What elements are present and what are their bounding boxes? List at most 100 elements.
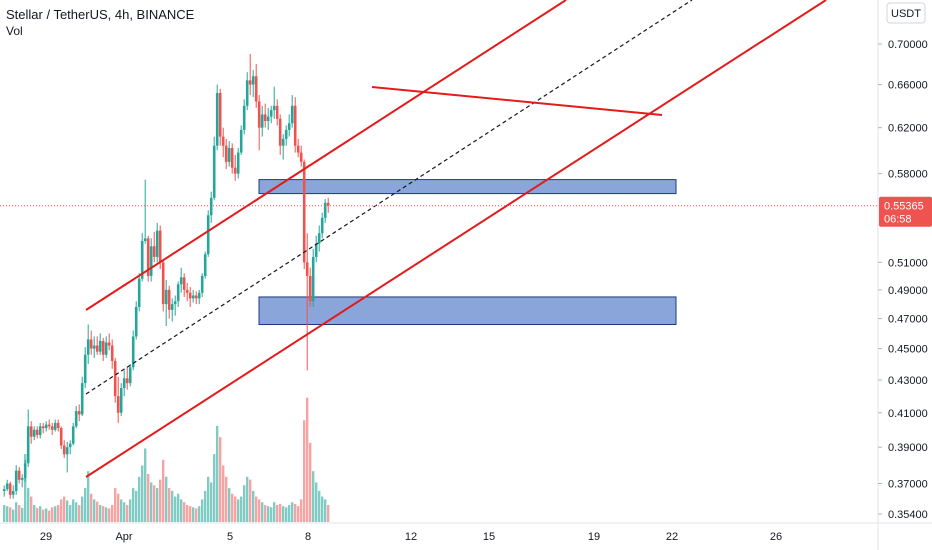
volume-bar bbox=[195, 508, 198, 522]
volume-bar bbox=[207, 476, 210, 522]
volume-bar bbox=[93, 499, 96, 522]
chart-title: Stellar / TetherUS, 4h, BINANCE bbox=[6, 7, 195, 22]
price-tick-label: 0.49000 bbox=[888, 285, 928, 297]
volume-bar bbox=[21, 507, 24, 522]
time-tick-label: 19 bbox=[588, 531, 600, 543]
candle-body bbox=[50, 426, 54, 430]
volume-bar bbox=[270, 507, 273, 522]
zones bbox=[258, 179, 677, 326]
volume-bar bbox=[153, 485, 156, 522]
volume-bar bbox=[171, 490, 174, 522]
volume-bar bbox=[186, 505, 189, 522]
candle-body bbox=[125, 378, 129, 384]
candle-body bbox=[44, 424, 48, 429]
candle-body bbox=[266, 116, 270, 122]
candle-body bbox=[233, 167, 237, 174]
time-tick-label: 15 bbox=[483, 531, 495, 543]
volume-bar bbox=[228, 488, 231, 522]
candle-body bbox=[200, 275, 204, 293]
volume-bar bbox=[54, 506, 57, 522]
volume-bar bbox=[18, 505, 21, 522]
volume-bar bbox=[213, 454, 216, 522]
candle-body bbox=[245, 80, 249, 106]
volume-bar bbox=[51, 507, 54, 522]
candle-body bbox=[158, 230, 162, 263]
candle-body bbox=[284, 129, 288, 139]
candle-body bbox=[8, 483, 12, 495]
volume-bar bbox=[75, 502, 78, 522]
volume-bar bbox=[141, 465, 144, 522]
price-zone[interactable] bbox=[258, 179, 677, 195]
candle-body bbox=[317, 233, 321, 244]
price-tick-label: 0.41000 bbox=[888, 408, 928, 420]
price-tick-label: 0.58000 bbox=[888, 169, 928, 181]
candle-body bbox=[323, 202, 327, 218]
volume-bar bbox=[318, 490, 321, 522]
volume-bar bbox=[147, 473, 150, 522]
candle-body bbox=[104, 342, 108, 355]
volume-bar bbox=[159, 479, 162, 522]
candle-body bbox=[173, 301, 177, 305]
candle-body bbox=[254, 76, 258, 102]
volume-bar bbox=[144, 448, 147, 522]
time-tick-label: 26 bbox=[770, 531, 782, 543]
candle-body bbox=[92, 345, 96, 349]
candle-body bbox=[269, 110, 273, 117]
candle-body bbox=[185, 289, 189, 293]
candle-body bbox=[251, 76, 255, 85]
candle-body bbox=[248, 80, 252, 85]
volume-bar bbox=[201, 499, 204, 522]
channel-midline[interactable] bbox=[85, 0, 693, 395]
volume-bar bbox=[240, 496, 243, 522]
candle-body bbox=[305, 262, 309, 276]
price-tick-label: 0.43000 bbox=[888, 375, 928, 387]
volume-bar bbox=[138, 476, 141, 522]
candle-body bbox=[206, 215, 210, 255]
candle-body bbox=[152, 246, 156, 257]
volume-bar bbox=[315, 482, 318, 522]
candle-body bbox=[218, 92, 222, 137]
volume-bar bbox=[162, 459, 165, 522]
candle-body bbox=[161, 262, 165, 305]
volume-bar bbox=[321, 496, 324, 522]
candle-body bbox=[311, 256, 315, 302]
candle-body bbox=[56, 422, 60, 429]
price-tick-label: 0.45000 bbox=[888, 344, 928, 356]
price-tick-label: 0.39000 bbox=[888, 442, 928, 454]
last-price-badge bbox=[879, 196, 932, 227]
candle-body bbox=[35, 429, 39, 435]
volume-bar bbox=[36, 507, 39, 522]
resistance-line[interactable] bbox=[371, 86, 663, 116]
currency-badge[interactable]: USDT bbox=[891, 8, 921, 20]
volume-bar bbox=[102, 506, 105, 522]
candle-body bbox=[80, 383, 84, 415]
candle-body bbox=[272, 105, 276, 111]
volume-bar bbox=[72, 499, 75, 522]
candle-body bbox=[68, 443, 72, 448]
volume-bar bbox=[129, 499, 132, 522]
price-zone[interactable] bbox=[258, 296, 677, 326]
volume-label: Vol bbox=[6, 24, 23, 38]
volume-bar bbox=[150, 482, 153, 522]
price-tick-label: 0.37000 bbox=[888, 479, 928, 491]
volume-bar bbox=[252, 490, 255, 522]
candles bbox=[2, 53, 330, 499]
currency-badge-box[interactable] bbox=[886, 2, 926, 24]
volume-bar bbox=[123, 502, 126, 522]
lower-channel-line[interactable] bbox=[85, 0, 827, 478]
candle-body bbox=[308, 275, 312, 302]
volume-bar bbox=[60, 499, 63, 522]
candle-body bbox=[116, 396, 120, 413]
volume-bar bbox=[120, 499, 123, 522]
candle-body bbox=[290, 105, 294, 124]
volume-bar bbox=[273, 502, 276, 522]
time-tick-label: 8 bbox=[305, 531, 311, 543]
volume-bar bbox=[210, 482, 213, 522]
candle-body bbox=[227, 147, 231, 162]
volume-bar bbox=[84, 488, 87, 522]
candle-body bbox=[122, 378, 126, 388]
candle-body bbox=[302, 161, 306, 263]
volume-bar bbox=[12, 509, 15, 522]
upper-channel-line[interactable] bbox=[85, 0, 567, 311]
